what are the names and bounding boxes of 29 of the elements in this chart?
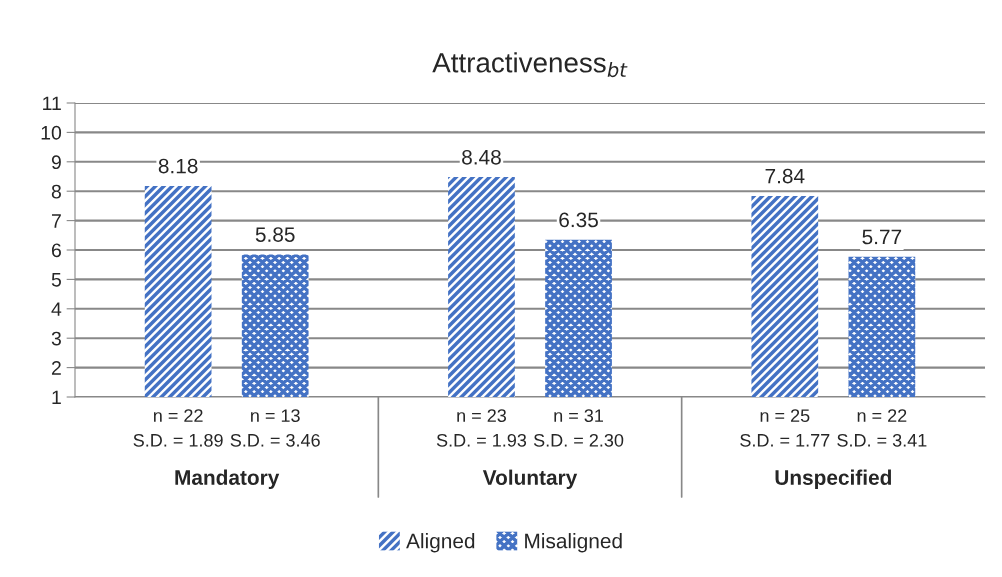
x-tick-label: Unspecified: [775, 469, 892, 490]
text: n = 22 S.D. = 1.89: [133, 409, 223, 447]
text: n = 13 S.D. = 3.46: [230, 409, 320, 447]
text: n = 23 S.D. = 1.93: [436, 409, 527, 447]
chart-title: Attractiveness$_{bt}$: [432, 52, 628, 78]
text: n = 22 S.D. = 3.41: [837, 409, 927, 447]
legend-label: Aligned: [406, 533, 475, 553]
x-tick-label: Mandatory: [175, 469, 280, 490]
y-tick-label: 8: [51, 184, 61, 199]
data-label: 6.35: [559, 212, 598, 228]
y-tick-label: 7: [51, 214, 61, 228]
y-tick-label: 6: [51, 243, 61, 258]
y-tick-label: 4: [51, 302, 62, 316]
text: n = 31 S.D. = 2.30: [533, 409, 624, 447]
data-label: 8.18: [158, 158, 198, 174]
data-label: 7.84: [765, 168, 805, 184]
text: n = 25 S.D. = 1.77: [740, 409, 830, 447]
data-label: 8.48: [462, 149, 501, 165]
y-tick-label: 2: [51, 361, 61, 375]
y-tick-label: 10: [41, 125, 62, 140]
x-tick-label: Voluntary: [482, 469, 578, 490]
data-label: 5.77: [862, 229, 902, 245]
y-tick-label: 3: [51, 331, 61, 346]
data-label: 5.85: [255, 227, 295, 242]
y-tick-label: 9: [51, 155, 61, 170]
y-tick-label: 11: [43, 96, 61, 111]
legend-label: Misaligned: [525, 533, 622, 553]
y-tick-label: 5: [51, 273, 61, 287]
y-tick-label: 1: [52, 390, 61, 405]
